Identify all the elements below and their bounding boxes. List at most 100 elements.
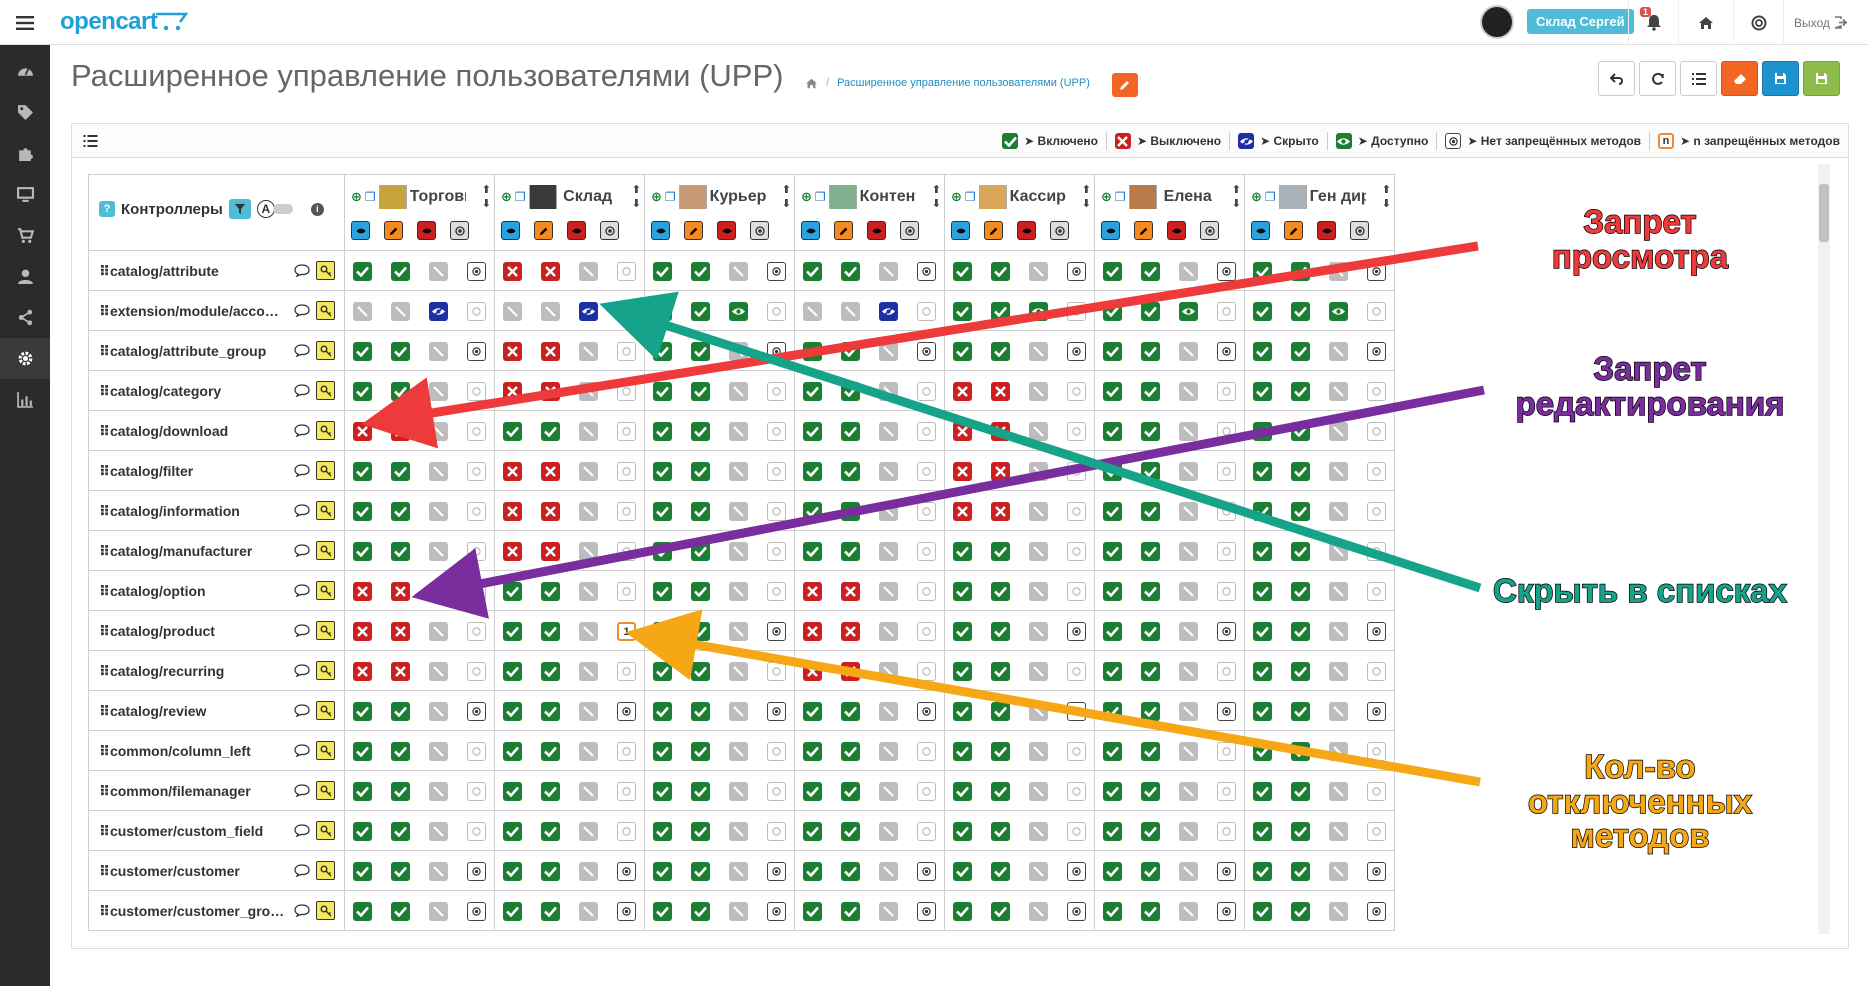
enabled-check-icon[interactable]	[353, 502, 372, 521]
no-banned-methods-icon[interactable]	[1367, 862, 1386, 881]
unavailable-icon[interactable]	[879, 382, 898, 401]
unavailable-icon[interactable]	[1329, 862, 1348, 881]
enabled-check-icon[interactable]	[841, 502, 860, 521]
enabled-check-icon[interactable]	[1141, 542, 1160, 561]
key-icon[interactable]	[316, 501, 335, 520]
no-banned-methods-icon[interactable]	[917, 742, 936, 761]
unavailable-icon[interactable]	[1029, 462, 1048, 481]
comment-icon[interactable]	[294, 624, 310, 637]
enabled-check-icon[interactable]	[1103, 422, 1122, 441]
no-banned-methods-icon[interactable]	[917, 502, 936, 521]
disabled-cross-icon[interactable]	[991, 422, 1010, 441]
enabled-check-icon[interactable]	[691, 342, 710, 361]
hide-all-eye-icon[interactable]	[1317, 221, 1336, 240]
enabled-check-icon[interactable]	[353, 262, 372, 281]
enabled-check-icon[interactable]	[353, 702, 372, 721]
unavailable-icon[interactable]	[429, 422, 448, 441]
enabled-check-icon[interactable]	[1103, 862, 1122, 881]
comment-icon[interactable]	[294, 664, 310, 677]
enabled-check-icon[interactable]	[353, 382, 372, 401]
unavailable-icon[interactable]	[429, 582, 448, 601]
no-banned-methods-icon[interactable]	[1067, 262, 1086, 281]
copy-icon[interactable]: ❐	[1264, 190, 1276, 204]
copy-icon[interactable]: ❐	[364, 190, 376, 204]
enabled-check-icon[interactable]	[653, 822, 672, 841]
no-banned-methods-icon[interactable]	[1367, 382, 1386, 401]
unavailable-icon[interactable]	[579, 742, 598, 761]
copy-icon[interactable]: ❐	[814, 190, 826, 204]
view-all-eye-icon[interactable]	[801, 221, 820, 240]
enabled-check-icon[interactable]	[503, 702, 522, 721]
unavailable-icon[interactable]	[579, 422, 598, 441]
comment-icon[interactable]	[294, 344, 310, 357]
no-banned-methods-icon[interactable]	[467, 742, 486, 761]
key-icon[interactable]	[316, 461, 335, 480]
alphabet-toggle[interactable]: A	[256, 200, 293, 218]
enabled-check-icon[interactable]	[503, 622, 522, 641]
disabled-cross-icon[interactable]	[503, 542, 522, 561]
no-banned-methods-icon[interactable]	[1217, 782, 1236, 801]
enabled-check-icon[interactable]	[953, 262, 972, 281]
enabled-check-icon[interactable]	[691, 502, 710, 521]
enabled-check-icon[interactable]	[1291, 262, 1310, 281]
sort-down-icon[interactable]: ⬇	[931, 198, 941, 210]
no-banned-methods-icon[interactable]	[1067, 782, 1086, 801]
unavailable-icon[interactable]	[729, 622, 748, 641]
disabled-methods-count-badge[interactable]: 1	[617, 622, 636, 641]
enabled-check-icon[interactable]	[1141, 462, 1160, 481]
no-banned-methods-icon[interactable]	[1367, 502, 1386, 521]
unavailable-icon[interactable]	[579, 582, 598, 601]
enabled-check-icon[interactable]	[541, 422, 560, 441]
puzzle-icon[interactable]	[0, 133, 50, 174]
no-banned-methods-icon[interactable]	[767, 262, 786, 281]
enabled-check-icon[interactable]	[1253, 742, 1272, 761]
unavailable-icon[interactable]	[729, 862, 748, 881]
unavailable-icon[interactable]	[729, 502, 748, 521]
sort-up-icon[interactable]: ⬆	[1081, 184, 1091, 196]
no-banned-methods-icon[interactable]	[617, 502, 636, 521]
unavailable-icon[interactable]	[729, 582, 748, 601]
enabled-check-icon[interactable]	[353, 462, 372, 481]
sort-down-icon[interactable]: ⬇	[1081, 198, 1091, 210]
unavailable-icon[interactable]	[879, 582, 898, 601]
enabled-check-icon[interactable]	[953, 902, 972, 921]
user-avatar[interactable]	[1480, 5, 1514, 39]
unavailable-icon[interactable]	[1029, 502, 1048, 521]
enabled-check-icon[interactable]	[1291, 622, 1310, 641]
comment-icon[interactable]	[294, 264, 310, 277]
no-banned-methods-icon[interactable]	[1067, 702, 1086, 721]
no-banned-methods-icon[interactable]	[1067, 822, 1086, 841]
enabled-check-icon[interactable]	[391, 822, 410, 841]
disabled-cross-icon[interactable]	[803, 662, 822, 681]
user-menu-button[interactable]: Склад Сергей	[1527, 9, 1634, 34]
enabled-check-icon[interactable]	[691, 622, 710, 641]
no-banned-methods-icon[interactable]	[467, 582, 486, 601]
enabled-check-icon[interactable]	[1141, 382, 1160, 401]
disabled-cross-icon[interactable]	[541, 542, 560, 561]
enabled-check-icon[interactable]	[803, 262, 822, 281]
enabled-check-icon[interactable]	[841, 262, 860, 281]
enabled-check-icon[interactable]	[841, 742, 860, 761]
unavailable-icon[interactable]	[729, 542, 748, 561]
enabled-check-icon[interactable]	[1103, 462, 1122, 481]
no-banned-methods-icon[interactable]	[917, 622, 936, 641]
disabled-cross-icon[interactable]	[953, 382, 972, 401]
no-banned-methods-icon[interactable]	[1217, 862, 1236, 881]
enabled-check-icon[interactable]	[391, 462, 410, 481]
scrollbar-thumb[interactable]	[1819, 184, 1829, 242]
enabled-check-icon[interactable]	[1253, 622, 1272, 641]
hide-all-eye-icon[interactable]	[417, 221, 436, 240]
add-user-icon[interactable]: ⊕	[1251, 189, 1262, 204]
unavailable-icon[interactable]	[729, 342, 748, 361]
sort-down-icon[interactable]: ⬇	[631, 198, 641, 210]
enabled-check-icon[interactable]	[1253, 382, 1272, 401]
no-banned-methods-icon[interactable]	[1217, 382, 1236, 401]
methods-all-icon[interactable]	[1200, 221, 1219, 240]
enabled-check-icon[interactable]	[953, 542, 972, 561]
enabled-check-icon[interactable]	[1141, 702, 1160, 721]
unavailable-icon[interactable]	[879, 662, 898, 681]
enabled-check-icon[interactable]	[691, 782, 710, 801]
unavailable-icon[interactable]	[429, 862, 448, 881]
disabled-cross-icon[interactable]	[991, 382, 1010, 401]
enabled-check-icon[interactable]	[353, 862, 372, 881]
